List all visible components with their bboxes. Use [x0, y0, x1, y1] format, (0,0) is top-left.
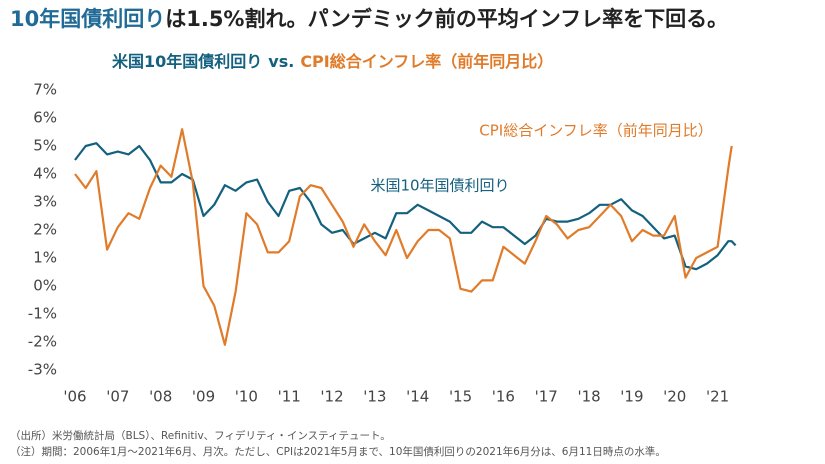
- chart-subtitle: 米国10年国債利回り vs. CPI総合インフレ率（前年同月比）: [112, 52, 553, 71]
- title-part: は1.5%割れ。パンデミック前の平均インフレ率を下回る。: [165, 7, 728, 31]
- x-tick-label: '17: [535, 388, 558, 406]
- x-tick-label: '18: [577, 388, 600, 406]
- y-tick-label: 3%: [33, 193, 57, 211]
- subtitle-part: vs.: [268, 52, 294, 71]
- x-tick-label: '16: [492, 388, 515, 406]
- note: （出所）米労働統計局（BLS）、Refinitiv、フィデリティ・インスティテュ…: [10, 429, 391, 442]
- y-tick-label: 1%: [33, 249, 57, 267]
- x-tick-label: '06: [63, 388, 86, 406]
- line-series: [74, 128, 733, 346]
- y-tick-label: -1%: [28, 305, 57, 323]
- line-series: [74, 142, 737, 271]
- title-part: 10年国債利回り: [10, 7, 165, 31]
- x-tick-label: '07: [106, 388, 129, 406]
- y-tick-label: -3%: [28, 361, 57, 379]
- y-tick-label: 4%: [33, 165, 57, 183]
- x-tick-label: '14: [406, 388, 429, 406]
- note: （注）期間：2006年1月～2021年6月、月次。ただし、CPIは2021年5月…: [10, 445, 666, 458]
- y-tick-label: 6%: [33, 109, 57, 127]
- y-tick-label: 7%: [33, 81, 57, 99]
- chart-title: 10年国債利回りは1.5%割れ。パンデミック前の平均インフレ率を下回る。: [10, 7, 728, 31]
- subtitle-part: 米国10年国債利回り: [112, 52, 262, 71]
- y-tick-label: -2%: [28, 333, 57, 351]
- x-tick-label: '19: [620, 388, 643, 406]
- series-label: CPI総合インフレ率（前年同月比）: [479, 122, 713, 140]
- x-tick-label: '11: [278, 388, 301, 406]
- x-tick-label: '15: [449, 388, 472, 406]
- x-tick-label: '09: [192, 388, 215, 406]
- x-tick-label: '13: [363, 388, 386, 406]
- x-tick-label: '12: [320, 388, 343, 406]
- x-tick-label: '10: [235, 388, 258, 406]
- x-tick-label: '20: [663, 388, 686, 406]
- x-tick-label: '21: [706, 388, 729, 406]
- y-tick-label: 0%: [33, 277, 57, 295]
- subtitle-part: CPI総合インフレ率（前年同月比）: [300, 52, 553, 71]
- x-tick-label: '08: [149, 388, 172, 406]
- y-tick-label: 5%: [33, 137, 57, 155]
- series-label: 米国10年国債利回り: [370, 177, 509, 195]
- y-tick-label: 2%: [33, 221, 57, 239]
